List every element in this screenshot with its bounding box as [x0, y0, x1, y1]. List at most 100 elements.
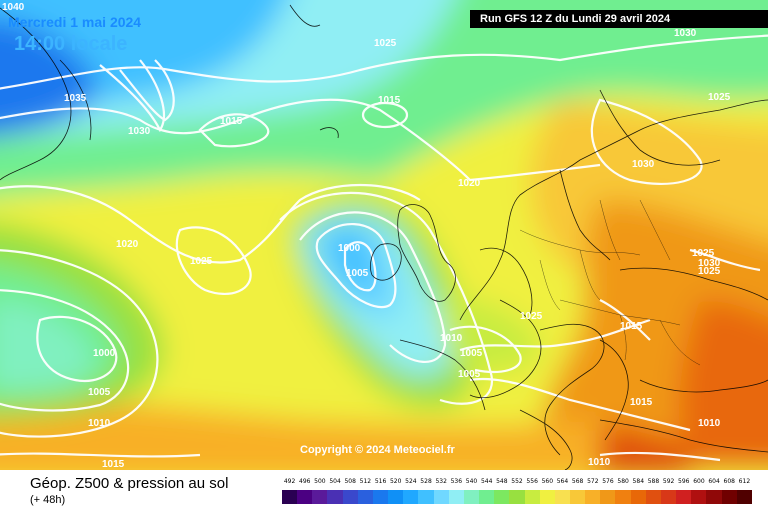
- isobar-label: 1035: [64, 93, 87, 104]
- legend-swatch: [357, 490, 373, 504]
- legend-value: 572: [587, 478, 599, 485]
- forecast-date: Mercredi 1 mai 2024: [8, 14, 142, 30]
- legend-swatch: [585, 490, 601, 504]
- legend-value: 532: [435, 478, 447, 485]
- corner-pressure-label: 1040: [2, 2, 25, 13]
- isobar-label: 1005: [346, 268, 369, 279]
- legend-value: 540: [465, 478, 478, 485]
- legend-swatch: [282, 490, 298, 504]
- weather-map: [0, 0, 768, 470]
- legend-value: 564: [556, 478, 569, 485]
- legend-swatch: [691, 490, 707, 504]
- isobars: [0, 34, 768, 462]
- isobar-label: 1030: [674, 28, 697, 39]
- legend-value: 504: [329, 478, 341, 485]
- isobar-label: 1025: [708, 92, 731, 103]
- legend-labels: 492 496 500 504 508 512 516 520 524 528 532 536 540 5…: [282, 478, 752, 488]
- legend-swatch: [342, 490, 358, 504]
- legend-swatch: [524, 490, 540, 504]
- legend-swatch: [554, 490, 570, 504]
- legend-swatch: [539, 490, 555, 504]
- legend-value: 584: [632, 478, 645, 485]
- isobar-label: 1025: [190, 256, 213, 267]
- isobar-label: 1030: [632, 159, 655, 170]
- isobar-label: 1005: [88, 387, 111, 398]
- legend-swatch: [660, 490, 677, 504]
- copyright: Copyright © 2024 Meteociel.fr: [300, 444, 455, 456]
- isobar-label: 1015: [630, 397, 653, 408]
- legend-value: 596: [678, 478, 690, 485]
- legend-value: 560: [541, 478, 554, 485]
- legend-swatch: [327, 490, 343, 504]
- legend-swatch: [676, 490, 692, 504]
- legend-value: 552: [511, 478, 523, 485]
- legend-value: 496: [299, 478, 311, 485]
- borders: [519, 199, 701, 366]
- model-run-banner: Run GFS 12 Z du Lundi 29 avril 2024: [470, 10, 768, 28]
- map-title: Géop. Z500 & pression au sol: [30, 475, 229, 492]
- isobar-label: 1010: [588, 457, 611, 468]
- legend-swatch: [403, 490, 419, 504]
- isobar-label: 1025: [698, 266, 721, 277]
- isobar-label: 1010: [88, 418, 111, 429]
- isobar-label: 1015: [620, 321, 643, 332]
- legend-value: 592: [662, 478, 675, 485]
- legend-swatch: [645, 490, 661, 504]
- isobar-label: 1015: [378, 95, 401, 106]
- isobar-label: 1020: [116, 239, 139, 250]
- legend-value: 516: [374, 478, 387, 485]
- legend-value: 524: [405, 478, 417, 485]
- legend-value: 520: [389, 478, 402, 485]
- isobar-label: 1000: [93, 348, 116, 359]
- legend-value: 580: [617, 478, 629, 485]
- isobar-label: 1005: [458, 369, 481, 380]
- legend-value: 544: [480, 478, 493, 485]
- isobar-label: 1000: [338, 243, 361, 254]
- legend-swatch: [463, 490, 480, 504]
- legend-value: 492: [283, 478, 296, 485]
- legend-value: 604: [708, 478, 720, 485]
- legend-value: 508: [344, 478, 356, 485]
- legend-swatch: [433, 490, 449, 504]
- isobar-label: 1010: [698, 418, 721, 429]
- legend-swatch: [721, 490, 737, 504]
- isobar-label: 1020: [458, 178, 481, 189]
- isobar-label: 1030: [698, 258, 721, 269]
- legend-value: 612: [738, 478, 751, 485]
- legend-value: 512: [359, 478, 372, 485]
- legend-swatch: [297, 490, 313, 504]
- legend-value: 576: [602, 478, 614, 485]
- isobar-label: 1025: [520, 311, 543, 322]
- isobar-label: 1025: [692, 248, 715, 259]
- isobar-label: 1015: [102, 459, 125, 470]
- legend-swatch: [418, 490, 434, 504]
- footer: Géop. Z500 & pression au sol (+ 48h) 492…: [0, 470, 768, 512]
- isobar-label: 1015: [220, 116, 243, 127]
- legend-swatch: [736, 490, 752, 504]
- legend-swatch: [615, 490, 631, 504]
- isobar-label: 1025: [374, 38, 397, 49]
- legend-swatch: [569, 490, 586, 504]
- legend-value: 548: [496, 478, 508, 485]
- isobar-label: 1010: [440, 333, 463, 344]
- legend-value: 608: [723, 478, 735, 485]
- legend-value: 500: [314, 478, 326, 485]
- coastlines: [0, 4, 768, 470]
- legend-value: 536: [450, 478, 463, 485]
- legend-value: 568: [571, 478, 584, 485]
- forecast-time: 14:00 locale: [14, 33, 128, 55]
- isobar-label: 1005: [460, 348, 483, 359]
- legend-swatch: [706, 490, 722, 504]
- legend-swatch: [479, 490, 495, 504]
- geopotential-field: [0, 0, 768, 470]
- color-legend: [282, 490, 752, 504]
- legend-value: 528: [420, 478, 432, 485]
- legend-value: 556: [526, 478, 538, 485]
- lead-time: (+ 48h): [30, 494, 66, 506]
- legend-swatch: [448, 490, 464, 504]
- legend-swatch: [494, 490, 510, 504]
- legend-value: 588: [647, 478, 660, 485]
- legend-swatch: [372, 490, 389, 504]
- legend-swatch: [600, 490, 616, 504]
- isobar-label: 1030: [128, 126, 151, 137]
